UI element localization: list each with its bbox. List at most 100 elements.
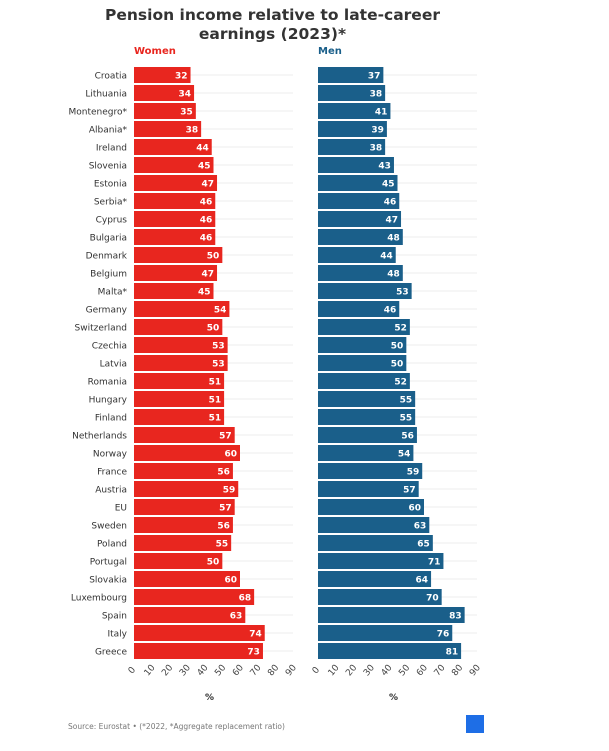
category-label: Croatia xyxy=(95,72,127,82)
category-label: Switzerland xyxy=(75,324,128,334)
bar-women xyxy=(134,139,212,155)
bar-women xyxy=(134,319,223,335)
bar-value-label: 53 xyxy=(212,360,225,370)
x-tick-label: 70 xyxy=(433,663,448,678)
bar-value-label: 53 xyxy=(396,288,409,298)
x-tick-label: 10 xyxy=(143,663,158,678)
bar-men xyxy=(318,157,394,173)
bar-value-label: 50 xyxy=(207,252,220,262)
bar-value-label: 55 xyxy=(400,396,413,406)
bar-value-label: 45 xyxy=(382,180,395,190)
bar-value-label: 38 xyxy=(370,144,383,154)
bar-men xyxy=(318,517,430,533)
bar-value-label: 52 xyxy=(394,378,407,388)
bar-women xyxy=(134,391,225,407)
category-label: Finland xyxy=(95,414,127,424)
category-label: Luxembourg xyxy=(71,594,127,604)
bar-men xyxy=(318,391,416,407)
bar-value-label: 37 xyxy=(368,72,381,82)
bar-value-label: 55 xyxy=(216,540,229,550)
bar-men xyxy=(318,103,391,119)
bar-men xyxy=(318,355,407,371)
bar-value-label: 60 xyxy=(224,450,237,460)
chart-title: Pension income relative to late-career e… xyxy=(105,6,440,43)
x-tick-label: 30 xyxy=(178,663,193,678)
category-label: France xyxy=(97,468,127,478)
category-label: Poland xyxy=(97,540,127,550)
x-axis-label: % xyxy=(389,693,398,703)
category-label: EU xyxy=(115,504,127,514)
bar-value-label: 47 xyxy=(386,216,399,226)
bar-men xyxy=(318,229,403,245)
category-label: Malta* xyxy=(98,288,128,298)
bar-men xyxy=(318,535,433,551)
category-label: Spain xyxy=(102,612,127,622)
x-tick-label: 50 xyxy=(397,663,412,678)
x-tick-label: 90 xyxy=(468,663,483,678)
bar-men xyxy=(318,139,386,155)
bar-women xyxy=(134,247,223,263)
bar-women xyxy=(134,571,240,587)
category-label: Latvia xyxy=(100,360,127,370)
x-tick-label: 10 xyxy=(327,663,342,678)
category-label: Hungary xyxy=(89,396,128,406)
bar-women xyxy=(134,463,233,479)
bar-women xyxy=(134,157,214,173)
bar-women xyxy=(134,337,228,353)
bar-value-label: 74 xyxy=(249,630,262,640)
bar-value-label: 50 xyxy=(391,360,404,370)
bar-value-label: 45 xyxy=(198,162,211,172)
bar-value-label: 51 xyxy=(209,414,222,424)
bar-women xyxy=(134,211,216,227)
x-tick-label: 60 xyxy=(415,663,430,678)
bar-men xyxy=(318,499,424,515)
bar-value-label: 48 xyxy=(387,270,400,280)
category-label: Germany xyxy=(86,306,128,316)
bar-men xyxy=(318,211,402,227)
bar-women xyxy=(134,409,225,425)
category-label: Slovenia xyxy=(89,162,127,172)
bar-value-label: 81 xyxy=(446,648,459,658)
bar-value-label: 35 xyxy=(180,108,193,118)
bar-women xyxy=(134,499,235,515)
category-label: Serbia* xyxy=(94,198,128,208)
bar-men xyxy=(318,571,432,587)
women-panel-label: Women xyxy=(134,46,176,57)
bar-men xyxy=(318,409,416,425)
bar-value-label: 39 xyxy=(371,126,384,136)
bar-value-label: 48 xyxy=(387,234,400,244)
x-tick-label: 80 xyxy=(450,663,465,678)
bar-value-label: 64 xyxy=(416,576,429,586)
bar-value-label: 59 xyxy=(223,486,236,496)
bar-women xyxy=(134,193,216,209)
bar-men xyxy=(318,625,453,641)
bar-men xyxy=(318,589,442,605)
bar-women xyxy=(134,67,191,83)
bar-value-label: 38 xyxy=(370,90,383,100)
bar-value-label: 60 xyxy=(224,576,237,586)
source-note: Source: Eurostat • (*2022, *Aggregate re… xyxy=(68,722,285,731)
x-tick-label: 90 xyxy=(284,663,299,678)
bar-women xyxy=(134,373,225,389)
bar-value-label: 46 xyxy=(384,306,397,316)
bar-value-label: 83 xyxy=(449,612,462,622)
x-tick-label: 20 xyxy=(160,663,175,678)
category-label: Denmark xyxy=(86,252,128,262)
x-tick-label: 20 xyxy=(344,663,359,678)
bar-women xyxy=(134,103,196,119)
bar-value-label: 56 xyxy=(217,468,230,478)
bar-value-label: 63 xyxy=(230,612,243,622)
bar-women xyxy=(134,445,240,461)
category-label: Austria xyxy=(95,486,127,496)
bar-men xyxy=(318,265,403,281)
bar-women xyxy=(134,355,228,371)
bar-men xyxy=(318,283,412,299)
bar-women xyxy=(134,643,263,659)
bar-value-label: 71 xyxy=(428,558,441,568)
bar-men xyxy=(318,301,400,317)
bar-value-label: 32 xyxy=(175,72,188,82)
bar-value-label: 51 xyxy=(209,396,222,406)
bar-men xyxy=(318,85,386,101)
category-label: Montenegro* xyxy=(68,108,127,118)
